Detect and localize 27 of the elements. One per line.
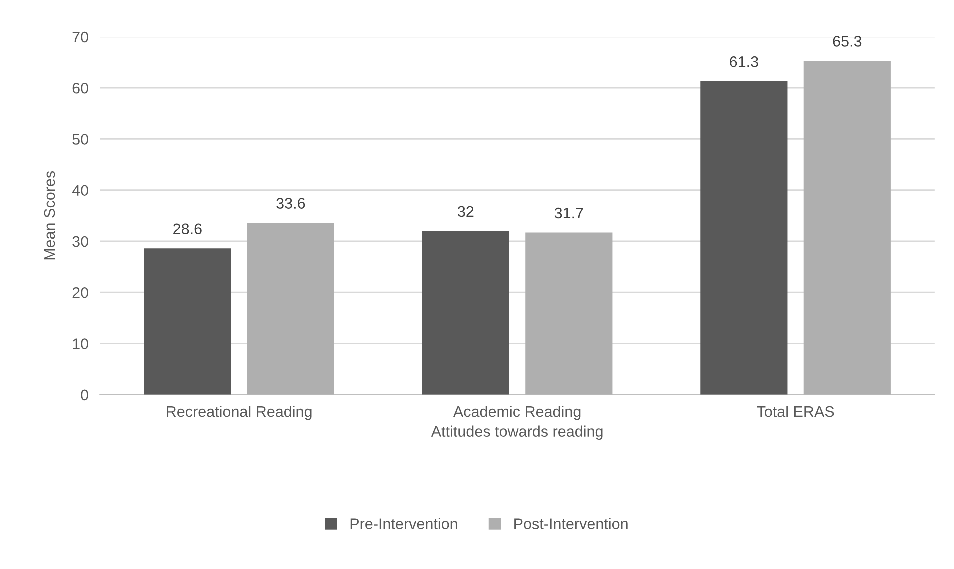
x-axis-title: Attitudes towards reading [431, 426, 603, 440]
bar [144, 248, 232, 395]
y-tick-label: 50 [72, 134, 88, 145]
bar [804, 61, 891, 395]
data-label: 32 [458, 206, 474, 218]
y-tick-label: 20 [72, 287, 88, 298]
bar [247, 223, 334, 395]
y-tick-label: 60 [72, 82, 88, 94]
data-label: 28.6 [174, 224, 202, 235]
legend-label: Pre-Intervention [350, 518, 458, 530]
data-label: 33.6 [276, 198, 306, 209]
bar [526, 232, 613, 395]
x-tick-label: Total ERAS [757, 406, 834, 418]
data-label: 61.3 [730, 56, 758, 68]
bar [422, 231, 510, 395]
y-axis-title: Mean Scores [44, 171, 56, 260]
x-tick-label: Recreational Reading [167, 406, 312, 420]
data-label: 65.3 [833, 36, 862, 47]
bar [700, 81, 788, 395]
y-tick-label: 10 [73, 338, 88, 350]
legend-label: Post-Intervention [514, 518, 628, 530]
y-tick-label: 70 [72, 32, 88, 43]
y-tick-label: 40 [72, 185, 88, 196]
data-label: 31.7 [554, 208, 584, 219]
x-tick-label: Academic Reading [453, 406, 581, 420]
y-tick-label: 30 [72, 236, 88, 248]
y-tick-label: 0 [81, 390, 88, 401]
